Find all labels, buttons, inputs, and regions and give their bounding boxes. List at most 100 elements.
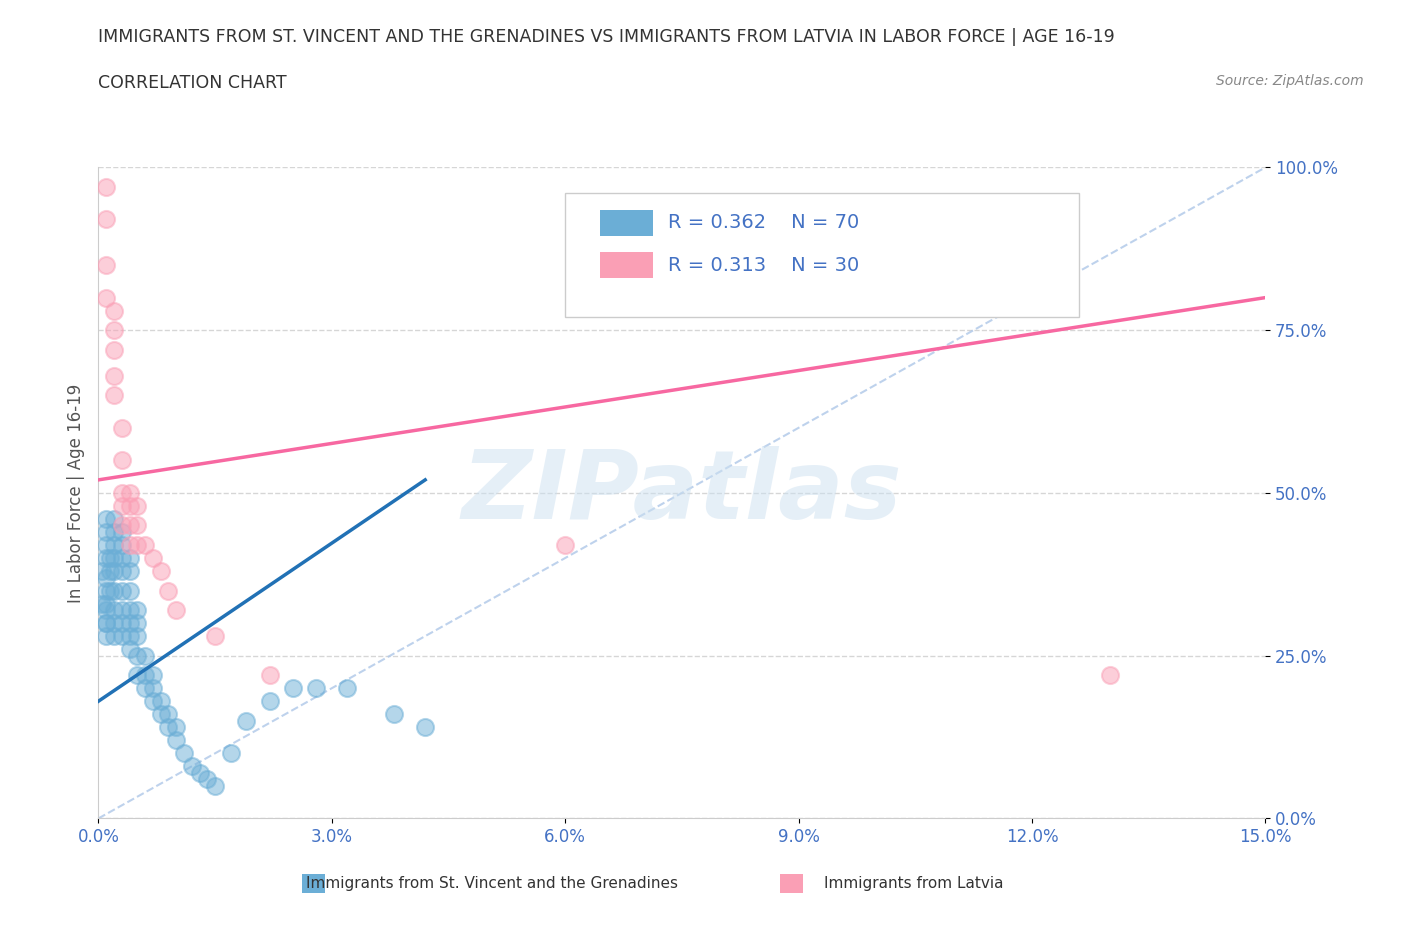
Point (111, 420, 134, 435)
Point (103, 583, 125, 598)
Point (127, 668, 149, 683)
Point (127, 603, 149, 618)
Point (134, 538, 156, 552)
Point (118, 551, 141, 565)
Point (188, 765, 211, 780)
Bar (780, 874, 803, 893)
Point (91, 596, 114, 611)
Point (157, 707, 180, 722)
Point (180, 759, 202, 774)
Point (111, 629, 134, 644)
Point (103, 512, 125, 526)
Point (118, 629, 141, 644)
Point (96, 538, 118, 552)
Point (96, 525, 118, 539)
Point (103, 303, 125, 318)
Point (96, 583, 118, 598)
Point (259, 694, 281, 709)
Point (96, 212, 118, 227)
Point (98, 564, 121, 578)
Point (149, 707, 172, 722)
Point (103, 368, 125, 383)
Point (118, 603, 141, 618)
Point (103, 603, 125, 618)
Point (96, 179, 118, 194)
Point (111, 583, 134, 598)
Point (1098, 668, 1121, 683)
Point (127, 648, 149, 663)
Point (103, 616, 125, 631)
Point (165, 603, 187, 618)
Point (118, 616, 141, 631)
Point (111, 603, 134, 618)
Point (219, 746, 242, 761)
Point (96, 616, 118, 631)
Point (96, 551, 118, 565)
Point (111, 525, 134, 539)
Point (118, 564, 141, 578)
Y-axis label: In Labor Force | Age 16-19: In Labor Force | Age 16-19 (66, 383, 84, 603)
Text: ZIPatlas: ZIPatlas (461, 446, 903, 539)
Point (96, 570, 118, 585)
Point (103, 388, 125, 403)
Point (157, 720, 180, 735)
Point (111, 538, 134, 552)
Text: Source: ZipAtlas.com: Source: ZipAtlas.com (1216, 74, 1364, 88)
Point (96, 616, 118, 631)
Bar (302, 874, 325, 893)
Point (157, 583, 180, 598)
Point (336, 681, 359, 696)
Point (96, 629, 118, 644)
Text: R = 0.313    N = 30: R = 0.313 N = 30 (668, 256, 859, 274)
Point (111, 498, 134, 513)
Point (118, 485, 141, 500)
Point (111, 616, 134, 631)
Text: IMMIGRANTS FROM ST. VINCENT AND THE GRENADINES VS IMMIGRANTS FROM LATVIA IN LABO: IMMIGRANTS FROM ST. VINCENT AND THE GREN… (98, 28, 1115, 46)
Point (111, 453, 134, 468)
FancyBboxPatch shape (565, 193, 1078, 317)
Point (142, 668, 165, 683)
Point (111, 485, 134, 500)
Point (98, 583, 121, 598)
Point (127, 498, 149, 513)
Text: CORRELATION CHART: CORRELATION CHART (98, 74, 287, 92)
Point (103, 525, 125, 539)
Point (111, 551, 134, 565)
Point (149, 564, 172, 578)
Point (142, 694, 165, 709)
Point (118, 642, 141, 657)
Point (118, 518, 141, 533)
Point (165, 720, 187, 735)
Text: Immigrants from St. Vincent and the Grenadines: Immigrants from St. Vincent and the Gren… (307, 876, 678, 891)
Point (554, 538, 576, 552)
Text: R = 0.362    N = 70: R = 0.362 N = 70 (668, 213, 859, 232)
Point (96, 603, 118, 618)
Point (96, 258, 118, 272)
Point (134, 681, 156, 696)
FancyBboxPatch shape (600, 210, 652, 236)
Point (281, 681, 304, 696)
Point (134, 648, 156, 663)
Point (127, 629, 149, 644)
Point (127, 616, 149, 631)
FancyBboxPatch shape (600, 252, 652, 278)
Point (134, 668, 156, 683)
Point (103, 629, 125, 644)
Point (103, 323, 125, 338)
Point (118, 498, 141, 513)
Point (142, 681, 165, 696)
Point (165, 733, 187, 748)
Point (149, 694, 172, 709)
Point (195, 772, 218, 787)
Point (204, 629, 226, 644)
Point (111, 564, 134, 578)
Point (127, 518, 149, 533)
Point (204, 778, 226, 793)
Point (118, 538, 141, 552)
Point (118, 583, 141, 598)
Point (235, 713, 257, 728)
Point (111, 518, 134, 533)
Point (382, 707, 405, 722)
Point (96, 596, 118, 611)
Point (127, 538, 149, 552)
